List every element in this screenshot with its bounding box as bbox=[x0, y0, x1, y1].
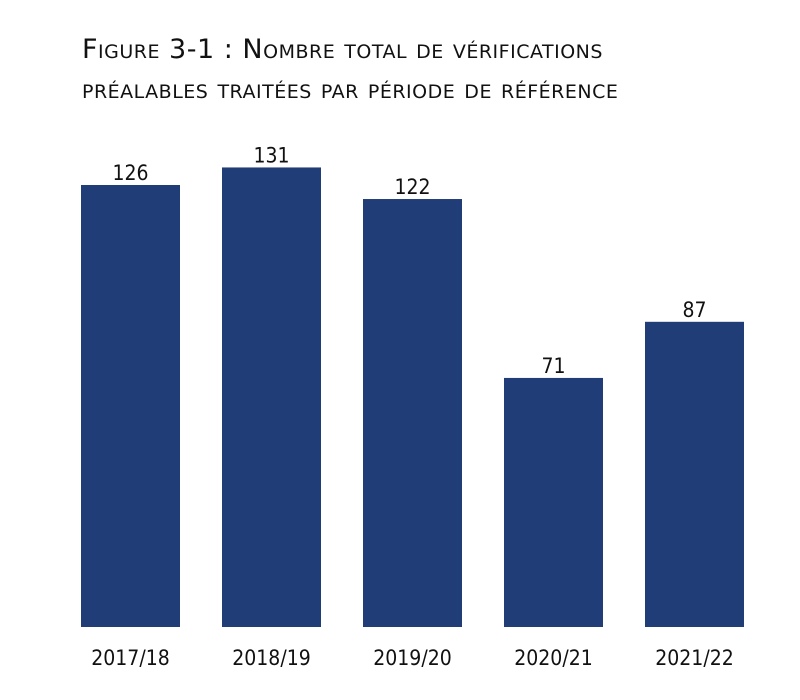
bar bbox=[363, 199, 462, 628]
x-tick-label: 2018/19 bbox=[232, 646, 310, 670]
data-label: 122 bbox=[394, 175, 430, 199]
x-tick-label: 2019/20 bbox=[373, 646, 451, 670]
x-tick-label: 2017/18 bbox=[91, 646, 169, 670]
bar bbox=[222, 167, 321, 627]
x-tick-label: 2021/22 bbox=[655, 646, 733, 670]
bar bbox=[645, 321, 744, 627]
data-label: 87 bbox=[682, 298, 706, 322]
bar bbox=[81, 184, 180, 627]
x-tick-label: 2020/21 bbox=[514, 646, 592, 670]
chart-title: Figure 3-1 : Nombre total de vérificatio… bbox=[82, 34, 619, 105]
bar bbox=[504, 377, 603, 627]
data-label: 131 bbox=[253, 143, 289, 167]
data-label: 126 bbox=[112, 161, 148, 185]
data-label: 71 bbox=[541, 354, 565, 378]
